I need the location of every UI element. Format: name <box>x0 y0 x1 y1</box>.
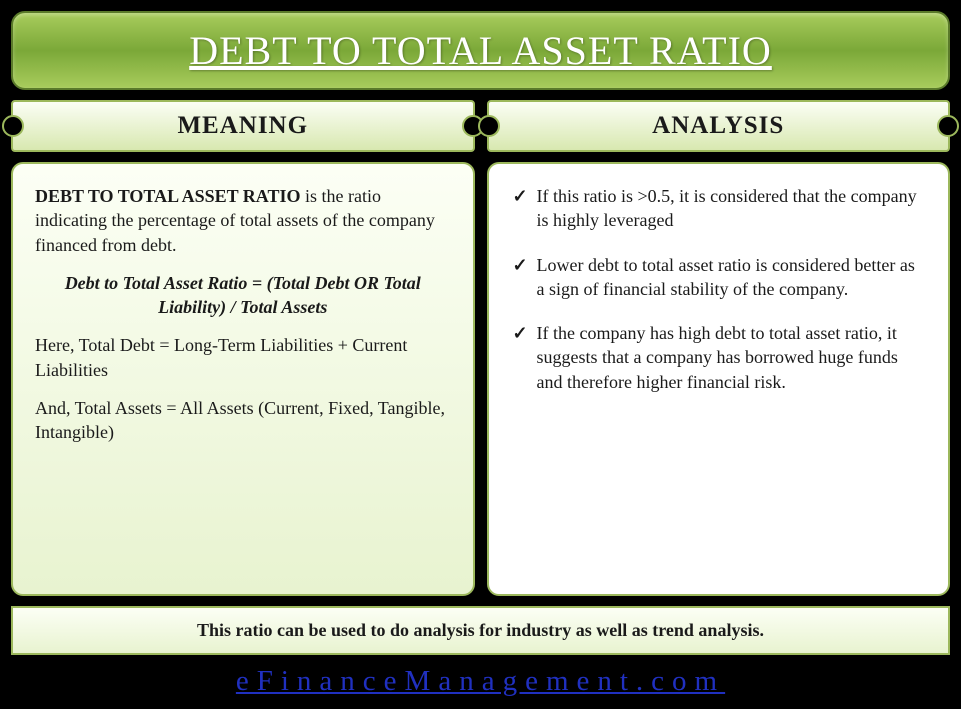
infographic-container: DEBT TO TOTAL ASSET RATIO MEANING DEBT T… <box>11 11 950 698</box>
analysis-column: ANALYSIS If this ratio is >0.5, it is co… <box>487 100 951 596</box>
title-banner: DEBT TO TOTAL ASSET RATIO <box>11 11 950 90</box>
analysis-point: If the company has high debt to total as… <box>511 321 927 394</box>
meaning-lead: DEBT TO TOTAL ASSET RATIO is the ratio i… <box>35 184 451 257</box>
two-column-layout: MEANING DEBT TO TOTAL ASSET RATIO is the… <box>11 100 950 596</box>
meaning-note-2: And, Total Assets = All Assets (Current,… <box>35 396 451 445</box>
site-link[interactable]: eFinanceManagement.com <box>236 665 725 697</box>
analysis-point: If this ratio is >0.5, it is considered … <box>511 184 927 233</box>
meaning-card: DEBT TO TOTAL ASSET RATIO is the ratio i… <box>11 162 475 596</box>
meaning-note-1: Here, Total Debt = Long-Term Liabilities… <box>35 333 451 382</box>
main-title: DEBT TO TOTAL ASSET RATIO <box>13 27 948 74</box>
analysis-card: If this ratio is >0.5, it is considered … <box>487 162 951 596</box>
analysis-list: If this ratio is >0.5, it is considered … <box>511 184 927 394</box>
meaning-column: MEANING DEBT TO TOTAL ASSET RATIO is the… <box>11 100 475 596</box>
formula-text: Debt to Total Asset Ratio = (Total Debt … <box>43 271 443 320</box>
analysis-header: ANALYSIS <box>487 100 951 152</box>
meaning-lead-term: DEBT TO TOTAL ASSET RATIO <box>35 186 300 206</box>
analysis-point: Lower debt to total asset ratio is consi… <box>511 253 927 302</box>
meaning-header: MEANING <box>11 100 475 152</box>
footer-note: This ratio can be used to do analysis fo… <box>11 606 950 655</box>
site-link-container: eFinanceManagement.com <box>11 665 950 698</box>
